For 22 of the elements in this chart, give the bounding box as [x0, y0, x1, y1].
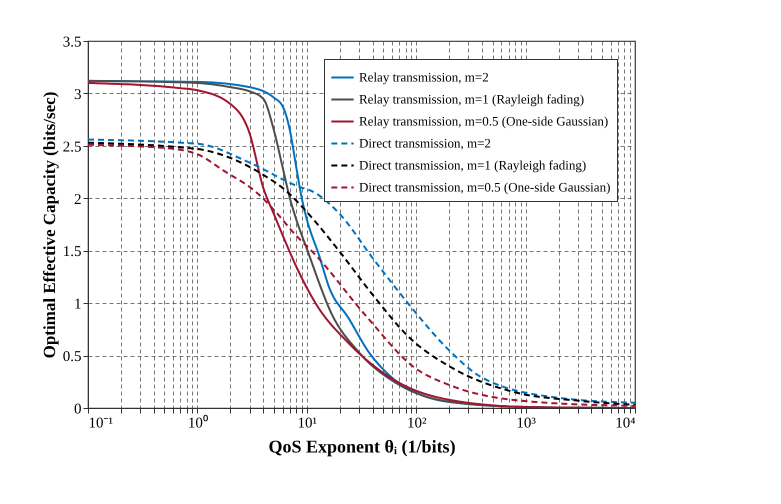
- x-tick-label: 10³: [516, 416, 536, 432]
- y-tick-label: 3: [74, 86, 82, 103]
- y-tick-label: 1.5: [62, 244, 82, 260]
- x-tick-label: 10²: [406, 416, 427, 432]
- legend-label: Direct transmission, m=2: [359, 136, 491, 150]
- y-tick-label: 0.5: [62, 349, 82, 366]
- y-tick-label: 3.5: [62, 34, 82, 50]
- legend-label: Relay transmission, m=0.5 (One-side Gaussian): [359, 114, 608, 128]
- x-axis-title: QoS Exponent θᵢ (1/bits): [268, 436, 456, 456]
- x-tick-label: 10⁴: [615, 416, 636, 432]
- x-tick-label: 10¹: [298, 416, 318, 432]
- legend-label: Direct transmission, m=1 (Rayleigh fading): [359, 158, 586, 172]
- y-tick-label: 2.5: [62, 139, 82, 156]
- x-tick-label: 10⁰: [188, 414, 208, 432]
- x-tick-label: 10⁻¹: [88, 416, 113, 432]
- y-tick-label: 0: [74, 402, 82, 418]
- legend-label: Direct transmission, m=0.5 (One-side Gaussian): [359, 180, 610, 194]
- y-axis-title: Optimal Effective Capacity (bits/sec): [40, 92, 59, 358]
- y-tick-label: 1: [74, 296, 82, 313]
- legend-label: Relay transmission, m=2: [359, 70, 489, 84]
- legend-label: Relay transmission, m=1 (Rayleigh fading): [359, 92, 584, 106]
- y-tick-label: 2: [74, 192, 82, 208]
